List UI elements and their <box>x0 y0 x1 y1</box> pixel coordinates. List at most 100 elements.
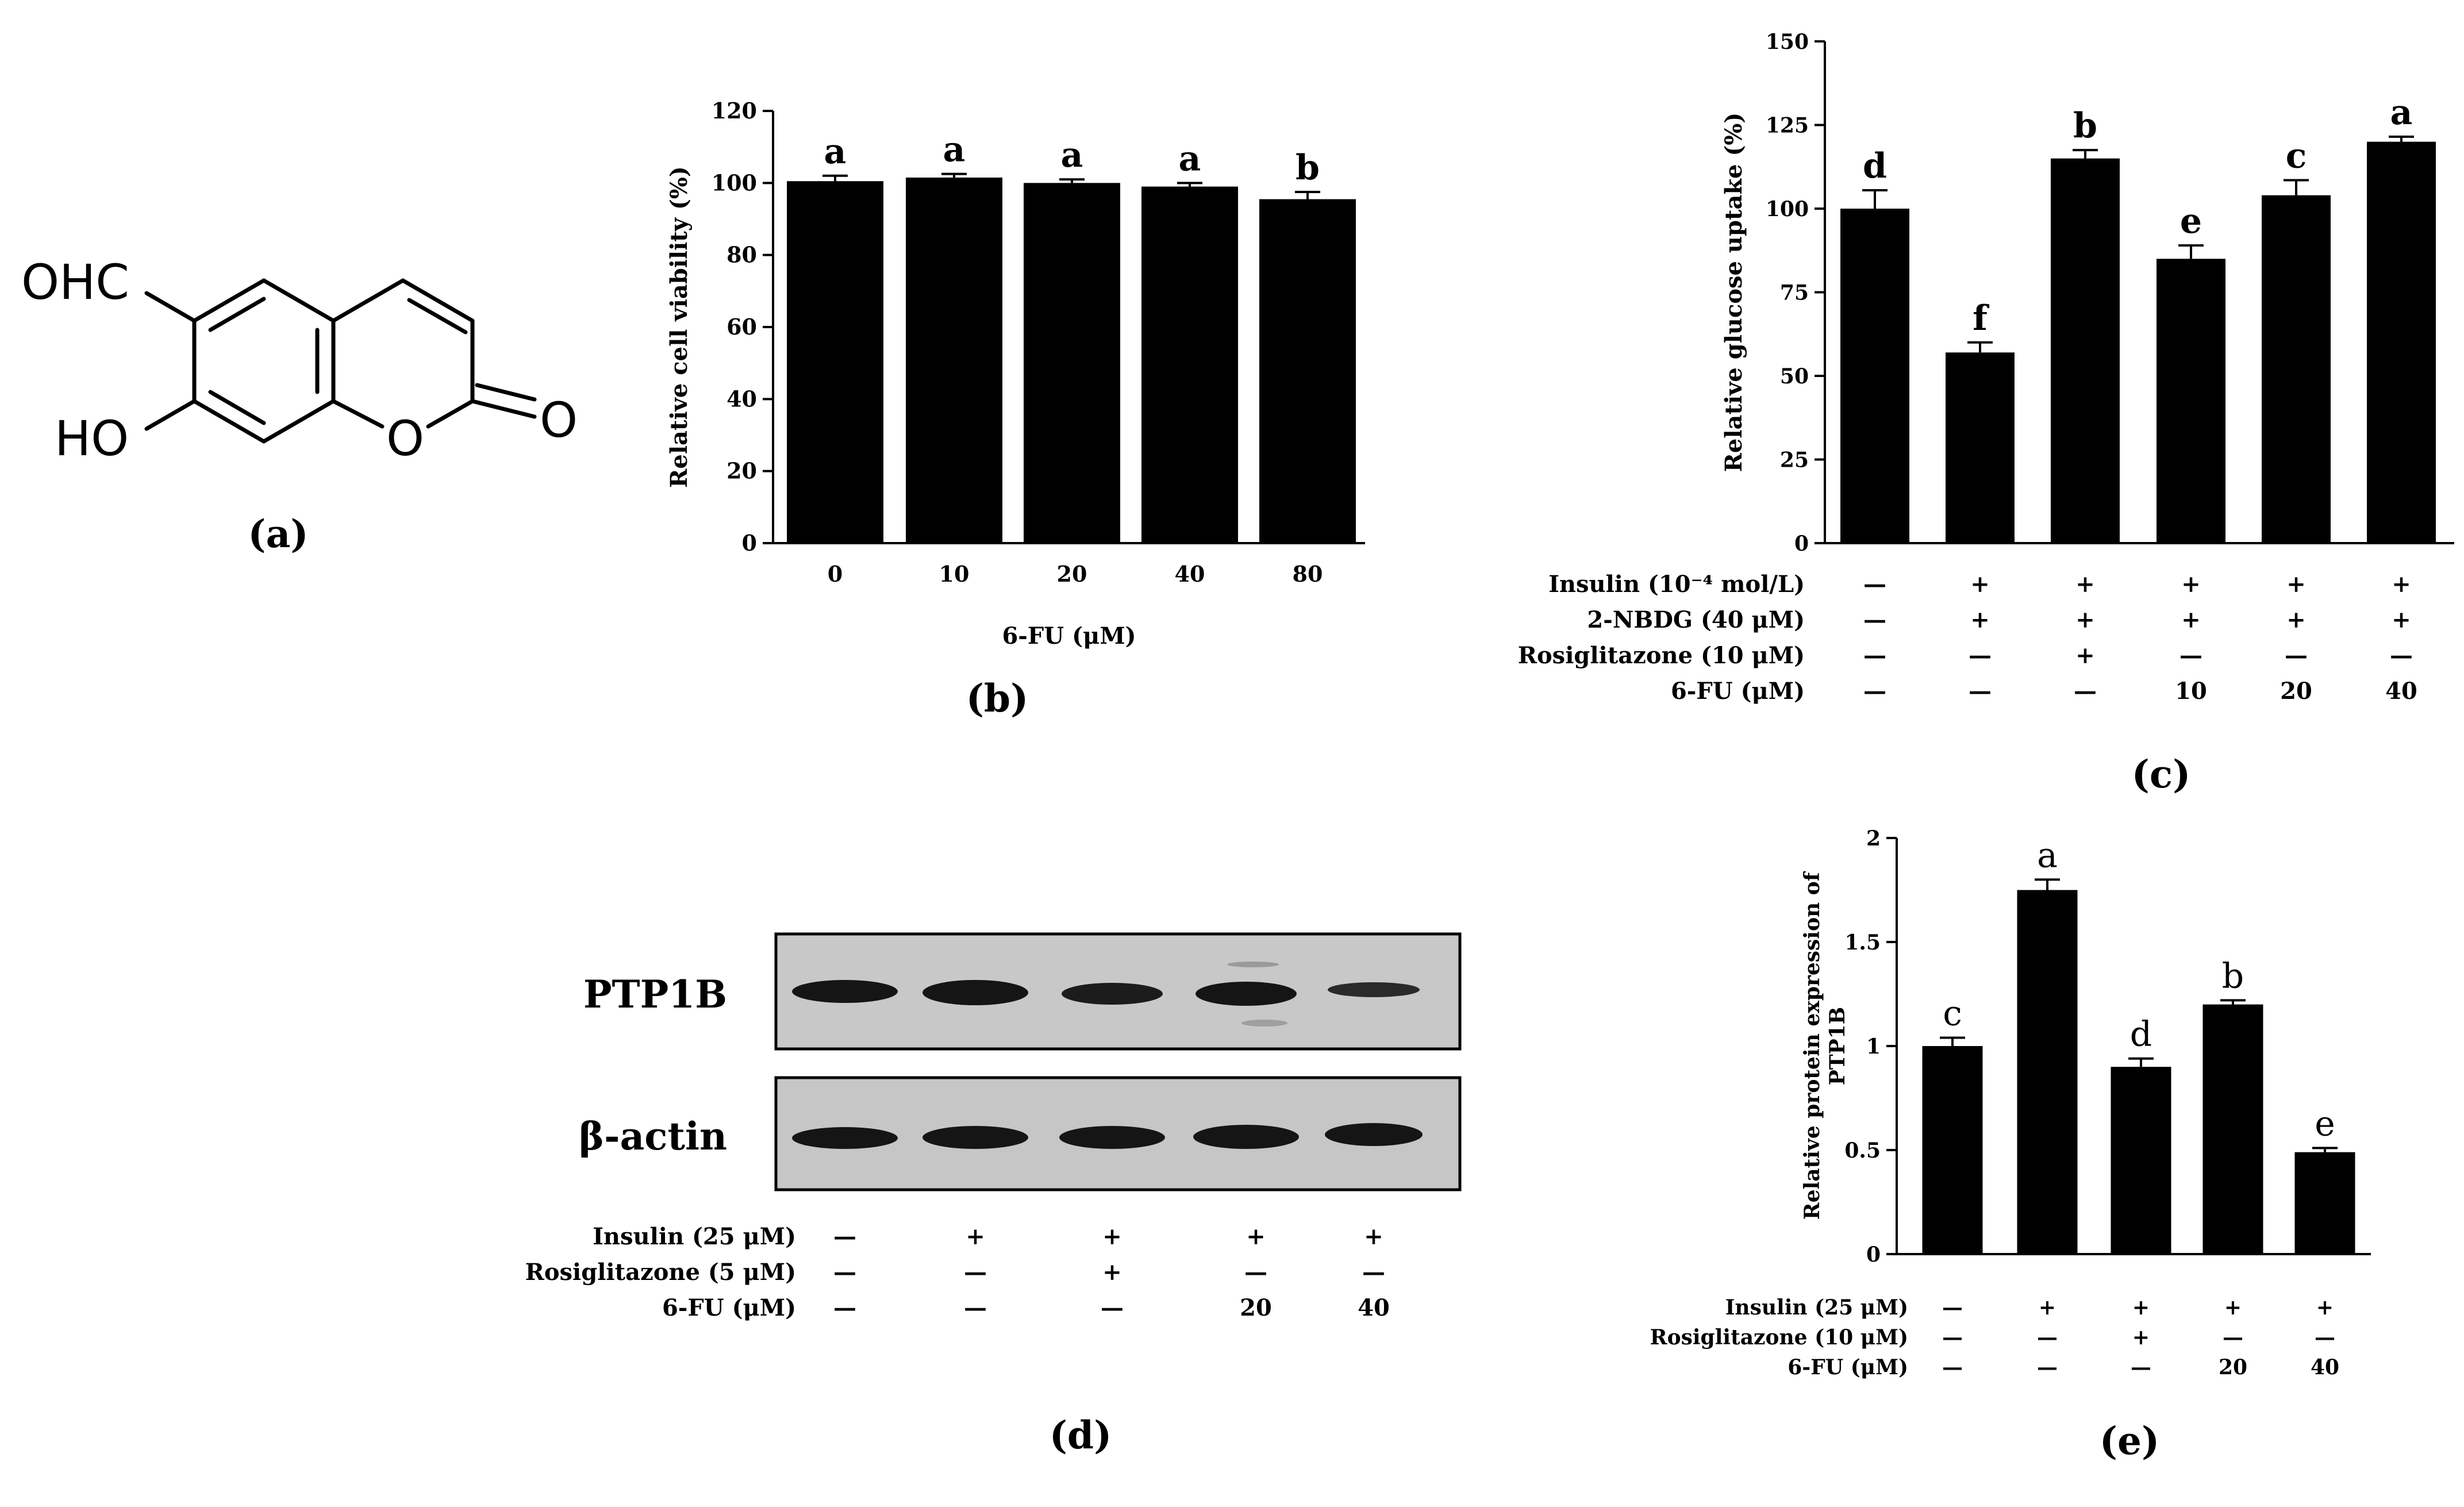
double-bond <box>407 298 468 335</box>
blot-condition-value: + <box>1246 1223 1266 1250</box>
bar <box>2294 1152 2355 1254</box>
blot-condition-value: 40 <box>1358 1294 1390 1321</box>
blot-condition-value: — <box>1101 1294 1124 1321</box>
condition-value: — <box>1942 1355 1963 1379</box>
ptp1b-band-lane5 <box>1328 982 1420 997</box>
condition-value: — <box>1863 678 1886 705</box>
y-tick-label: 100 <box>1766 197 1809 221</box>
y-tick-label: 1 <box>1866 1035 1881 1059</box>
bar <box>787 181 883 543</box>
significance-letter: e <box>2180 201 2202 241</box>
condition-value: — <box>1969 642 1992 669</box>
x-tick-label: 40 <box>1175 561 1205 587</box>
bar <box>2051 158 2120 543</box>
y-tick-label: 0.5 <box>1844 1139 1881 1163</box>
y-axis-label: Relative glucose uptake (%) <box>1720 113 1747 472</box>
condition-value: — <box>2037 1325 2058 1350</box>
blot-condition-value: + <box>1102 1259 1122 1286</box>
condition-value: — <box>2179 642 2202 669</box>
condition-label: 6-FU (μM) <box>1788 1355 1908 1379</box>
y-tick-label: 20 <box>726 458 757 484</box>
panel-a-label: (a) <box>248 512 308 556</box>
significance-letter: a <box>824 132 847 172</box>
condition-value: + <box>2039 1295 2056 1320</box>
bond <box>262 278 336 323</box>
y-tick-label: 25 <box>1780 448 1809 472</box>
ptp1b-band-lane1 <box>792 980 898 1003</box>
condition-value: — <box>1969 678 1992 705</box>
panel-label: (c) <box>2132 752 2191 797</box>
condition-value: + <box>2132 1295 2150 1320</box>
condition-value: + <box>2316 1295 2334 1320</box>
condition-value: — <box>2315 1325 2335 1350</box>
condition-value: + <box>2132 1325 2150 1350</box>
condition-value: + <box>2075 606 2095 633</box>
blot-condition-label: Rosiglitazone (5 μM) <box>525 1259 796 1286</box>
condition-value: + <box>2075 642 2095 669</box>
y-tick-label: 100 <box>712 170 757 195</box>
panel-label: (b) <box>966 676 1029 721</box>
condition-value: + <box>2392 571 2411 598</box>
bond <box>426 399 475 429</box>
carbonyl-bond <box>475 383 537 402</box>
formyl-bond <box>144 291 197 323</box>
significance-letter: c <box>1943 994 1962 1034</box>
aromatic-bond <box>208 390 266 425</box>
condition-label: Rosiglitazone (10 μM) <box>1650 1325 1908 1350</box>
ptp1b-band-lane2 <box>922 980 1028 1005</box>
condition-value: — <box>1863 571 1886 598</box>
significance-letter: d <box>2130 1014 2152 1055</box>
significance-letter: b <box>2073 106 2097 146</box>
condition-value: 20 <box>2280 678 2312 705</box>
x-axis-label: 6-FU (μM) <box>1002 622 1136 649</box>
ptp1b-band-lane3 <box>1062 983 1163 1005</box>
significance-letter: b <box>2222 956 2244 996</box>
panel-d-label: (d) <box>1050 1413 1112 1458</box>
significance-letter: a <box>2037 835 2058 875</box>
significance-letter: a <box>2390 93 2413 133</box>
condition-value: — <box>1942 1295 1963 1320</box>
ring-oxygen-label: O <box>386 410 424 467</box>
panel-a-structure <box>144 278 537 444</box>
blot-condition-label: Insulin (25 μM) <box>593 1223 796 1250</box>
condition-value: 10 <box>2175 678 2207 705</box>
blot-artifact <box>1241 1020 1287 1027</box>
hydroxyl-label: HO <box>55 410 129 467</box>
panel-d-blot: PTP1B β-actin Insulin (25 μM) — + + + + Rosigl… <box>525 932 1462 1458</box>
condition-value: + <box>2392 606 2411 633</box>
blot-condition-value: + <box>1102 1223 1122 1250</box>
y-tick-label: 0 <box>1794 532 1809 556</box>
condition-value: + <box>2224 1295 2242 1320</box>
condition-label: Rosiglitazone (10 μM) <box>1518 642 1805 669</box>
blot-condition-value: + <box>1364 1223 1383 1250</box>
x-tick-label: 0 <box>828 561 843 587</box>
panel-e-chart: 0 0.5 1 1.5 2 Relative protein expression of P… <box>1650 826 2371 1463</box>
bar <box>1946 352 2015 543</box>
y-tick-label: 0 <box>1866 1243 1881 1267</box>
condition-value: + <box>2286 606 2306 633</box>
condition-value: — <box>2285 642 2308 669</box>
blot-condition-value: — <box>964 1259 987 1286</box>
significance-letter: a <box>1179 139 1201 179</box>
y-axis-label: Relative cell viability (%) <box>666 166 693 488</box>
y-axis-label: Relative protein expression of <box>1800 871 1824 1220</box>
blot-condition-value: 20 <box>1240 1294 1272 1321</box>
condition-label: 2-NBDG (40 μM) <box>1587 606 1805 633</box>
significance-letter: d <box>1863 146 1887 186</box>
y-tick-label: 80 <box>726 242 757 268</box>
condition-value: 20 <box>2219 1355 2247 1379</box>
actin-band-lane5 <box>1325 1123 1423 1146</box>
band-label-ptp1b: PTP1B <box>583 972 727 1017</box>
formyl-label: OHC <box>21 254 129 310</box>
y-axis-label-line2: PTP1B <box>1825 1007 1850 1085</box>
y-tick-label: 40 <box>726 386 757 412</box>
panel-c-chart: 0 25 50 75 100 125 150 Relative glucose uptake … <box>1518 30 2454 797</box>
bar <box>1922 1046 1983 1254</box>
significance-letter: a <box>1061 135 1083 175</box>
bar <box>2367 141 2436 544</box>
condition-value: — <box>2074 678 2097 705</box>
y-tick-label: 60 <box>726 314 757 340</box>
blot-condition-value: — <box>1244 1259 1267 1286</box>
